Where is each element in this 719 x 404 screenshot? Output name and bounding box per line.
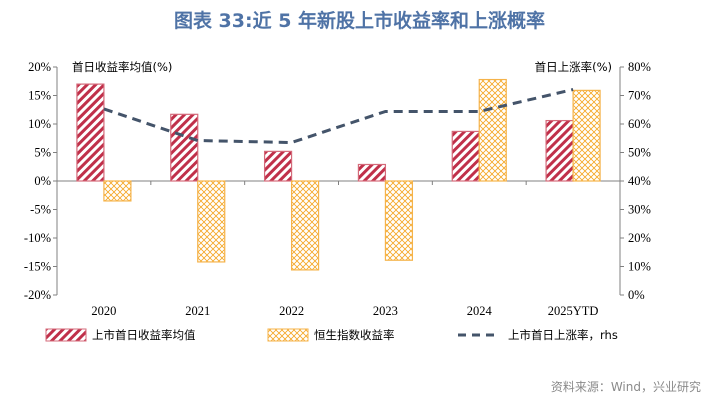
right-tick-label: 60% bbox=[628, 117, 651, 131]
hsi-return-bar-2025YTD bbox=[572, 89, 601, 182]
right-tick-label: 0% bbox=[628, 288, 645, 302]
right-tick-label: 10% bbox=[628, 260, 651, 274]
chart-title: 图表 33:近 5 年新股上市收益率和上涨概率 bbox=[173, 10, 546, 32]
right-tick-label: 30% bbox=[628, 203, 651, 217]
left-tick-label: 5% bbox=[34, 146, 51, 160]
ipo-return-bar-2025YTD bbox=[545, 119, 574, 182]
ipo-return-bar-2023 bbox=[357, 163, 387, 182]
hsi-return-bar-2023 bbox=[384, 180, 414, 261]
x-tick-label: 2022 bbox=[279, 304, 304, 318]
legend-hsi-swatch bbox=[267, 328, 309, 342]
right-tick-label: 80% bbox=[628, 60, 651, 74]
rise-rate-line bbox=[103, 88, 574, 145]
legend-ipo-label: 上市首日收益率均值 bbox=[92, 328, 196, 342]
legend-ipo-swatch bbox=[45, 328, 87, 342]
hsi-return-bar-2020 bbox=[103, 180, 132, 202]
left-tick-label: 15% bbox=[28, 89, 51, 103]
ipo-return-bar-2021 bbox=[170, 113, 199, 182]
legend-hsi-label: 恒生指数收益率 bbox=[314, 328, 395, 342]
right-tick-label: 50% bbox=[628, 146, 651, 160]
left-tick-label: 20% bbox=[28, 60, 51, 74]
chart: -20% -15% -10% -5% 0% 5% 10% 15% 20% 0% 10% 20% 30% 4… bbox=[24, 60, 651, 342]
right-tick-label: 20% bbox=[628, 231, 651, 245]
x-tick-label: 2024 bbox=[467, 304, 493, 318]
left-tick-label: -5% bbox=[30, 203, 51, 217]
left-tick-label: -15% bbox=[24, 260, 51, 274]
left-tick-label: -10% bbox=[24, 231, 51, 245]
x-tick-label: 2025YTD bbox=[548, 304, 599, 318]
left-tick-label: 10% bbox=[28, 117, 51, 131]
ipo-return-bar-2020 bbox=[76, 83, 105, 182]
left-tick-label: 0% bbox=[34, 174, 51, 188]
right-tick-label: 70% bbox=[628, 89, 651, 103]
source-note: 资料来源：Wind，兴业研究 bbox=[550, 380, 701, 394]
x-tick-label: 2023 bbox=[373, 304, 398, 318]
hsi-return-bar-2024 bbox=[478, 78, 507, 182]
x-tick-label: 2021 bbox=[185, 304, 210, 318]
legend-line-label: 上市首日上涨率，rhs bbox=[508, 328, 618, 342]
left-axis-label: 首日收益率均值(%) bbox=[72, 60, 172, 74]
right-axis-label: 首日上涨率(%) bbox=[535, 60, 612, 74]
hsi-return-bar-2022 bbox=[290, 180, 320, 271]
hsi-return-bar-2021 bbox=[197, 180, 226, 263]
ipo-return-bar-2022 bbox=[263, 150, 293, 182]
ipo-return-bar-2024 bbox=[451, 130, 480, 182]
x-tick-label: 2020 bbox=[91, 304, 116, 318]
left-tick-label: -20% bbox=[24, 288, 51, 302]
right-tick-label: 40% bbox=[628, 174, 651, 188]
